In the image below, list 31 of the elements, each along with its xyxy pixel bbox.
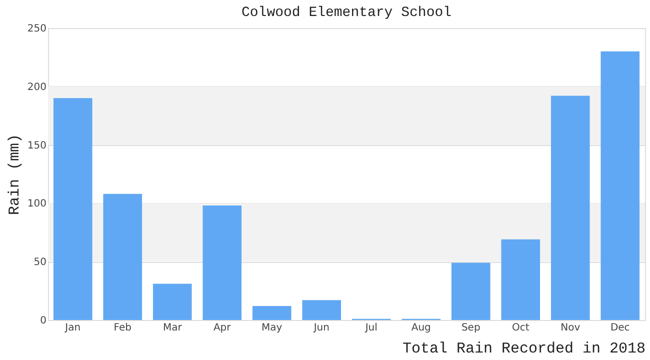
bar xyxy=(550,96,590,320)
bar xyxy=(103,194,142,320)
x-tick-label: Apr xyxy=(213,322,232,334)
y-tick-label: 200 xyxy=(27,82,46,93)
chart-title: Colwood Elementary School xyxy=(241,5,452,21)
x-tick-label: May xyxy=(262,322,282,334)
bar xyxy=(600,51,640,320)
x-tick-label: Aug xyxy=(411,322,431,334)
x-tick-label: Dec xyxy=(610,322,630,334)
x-tick-label: Mar xyxy=(162,322,183,334)
bar xyxy=(252,306,292,320)
x-tick-label: Sep xyxy=(461,322,480,334)
y-tick-label: 50 xyxy=(34,257,46,268)
bar xyxy=(451,262,490,320)
x-tick-label: Nov xyxy=(560,322,580,334)
bar xyxy=(202,206,242,320)
x-tick-label: Jan xyxy=(64,322,81,334)
x-tick-label: Jul xyxy=(364,322,378,334)
x-tick-label: Feb xyxy=(114,322,132,334)
y-tick-label: 0 xyxy=(40,316,46,326)
bar xyxy=(501,239,540,320)
y-axis-title: Rain (mm) xyxy=(6,134,24,216)
bar xyxy=(53,98,92,320)
y-tick-label: 100 xyxy=(27,198,46,210)
y-tick-label: 250 xyxy=(27,24,46,34)
y-tick-label: 150 xyxy=(27,140,46,152)
x-axis-title: Total Rain Recorded in 2018 xyxy=(402,340,646,358)
bar xyxy=(152,284,192,320)
bar xyxy=(302,300,342,320)
x-tick-label: Jun xyxy=(312,322,330,334)
x-tick-label: Oct xyxy=(512,322,530,334)
